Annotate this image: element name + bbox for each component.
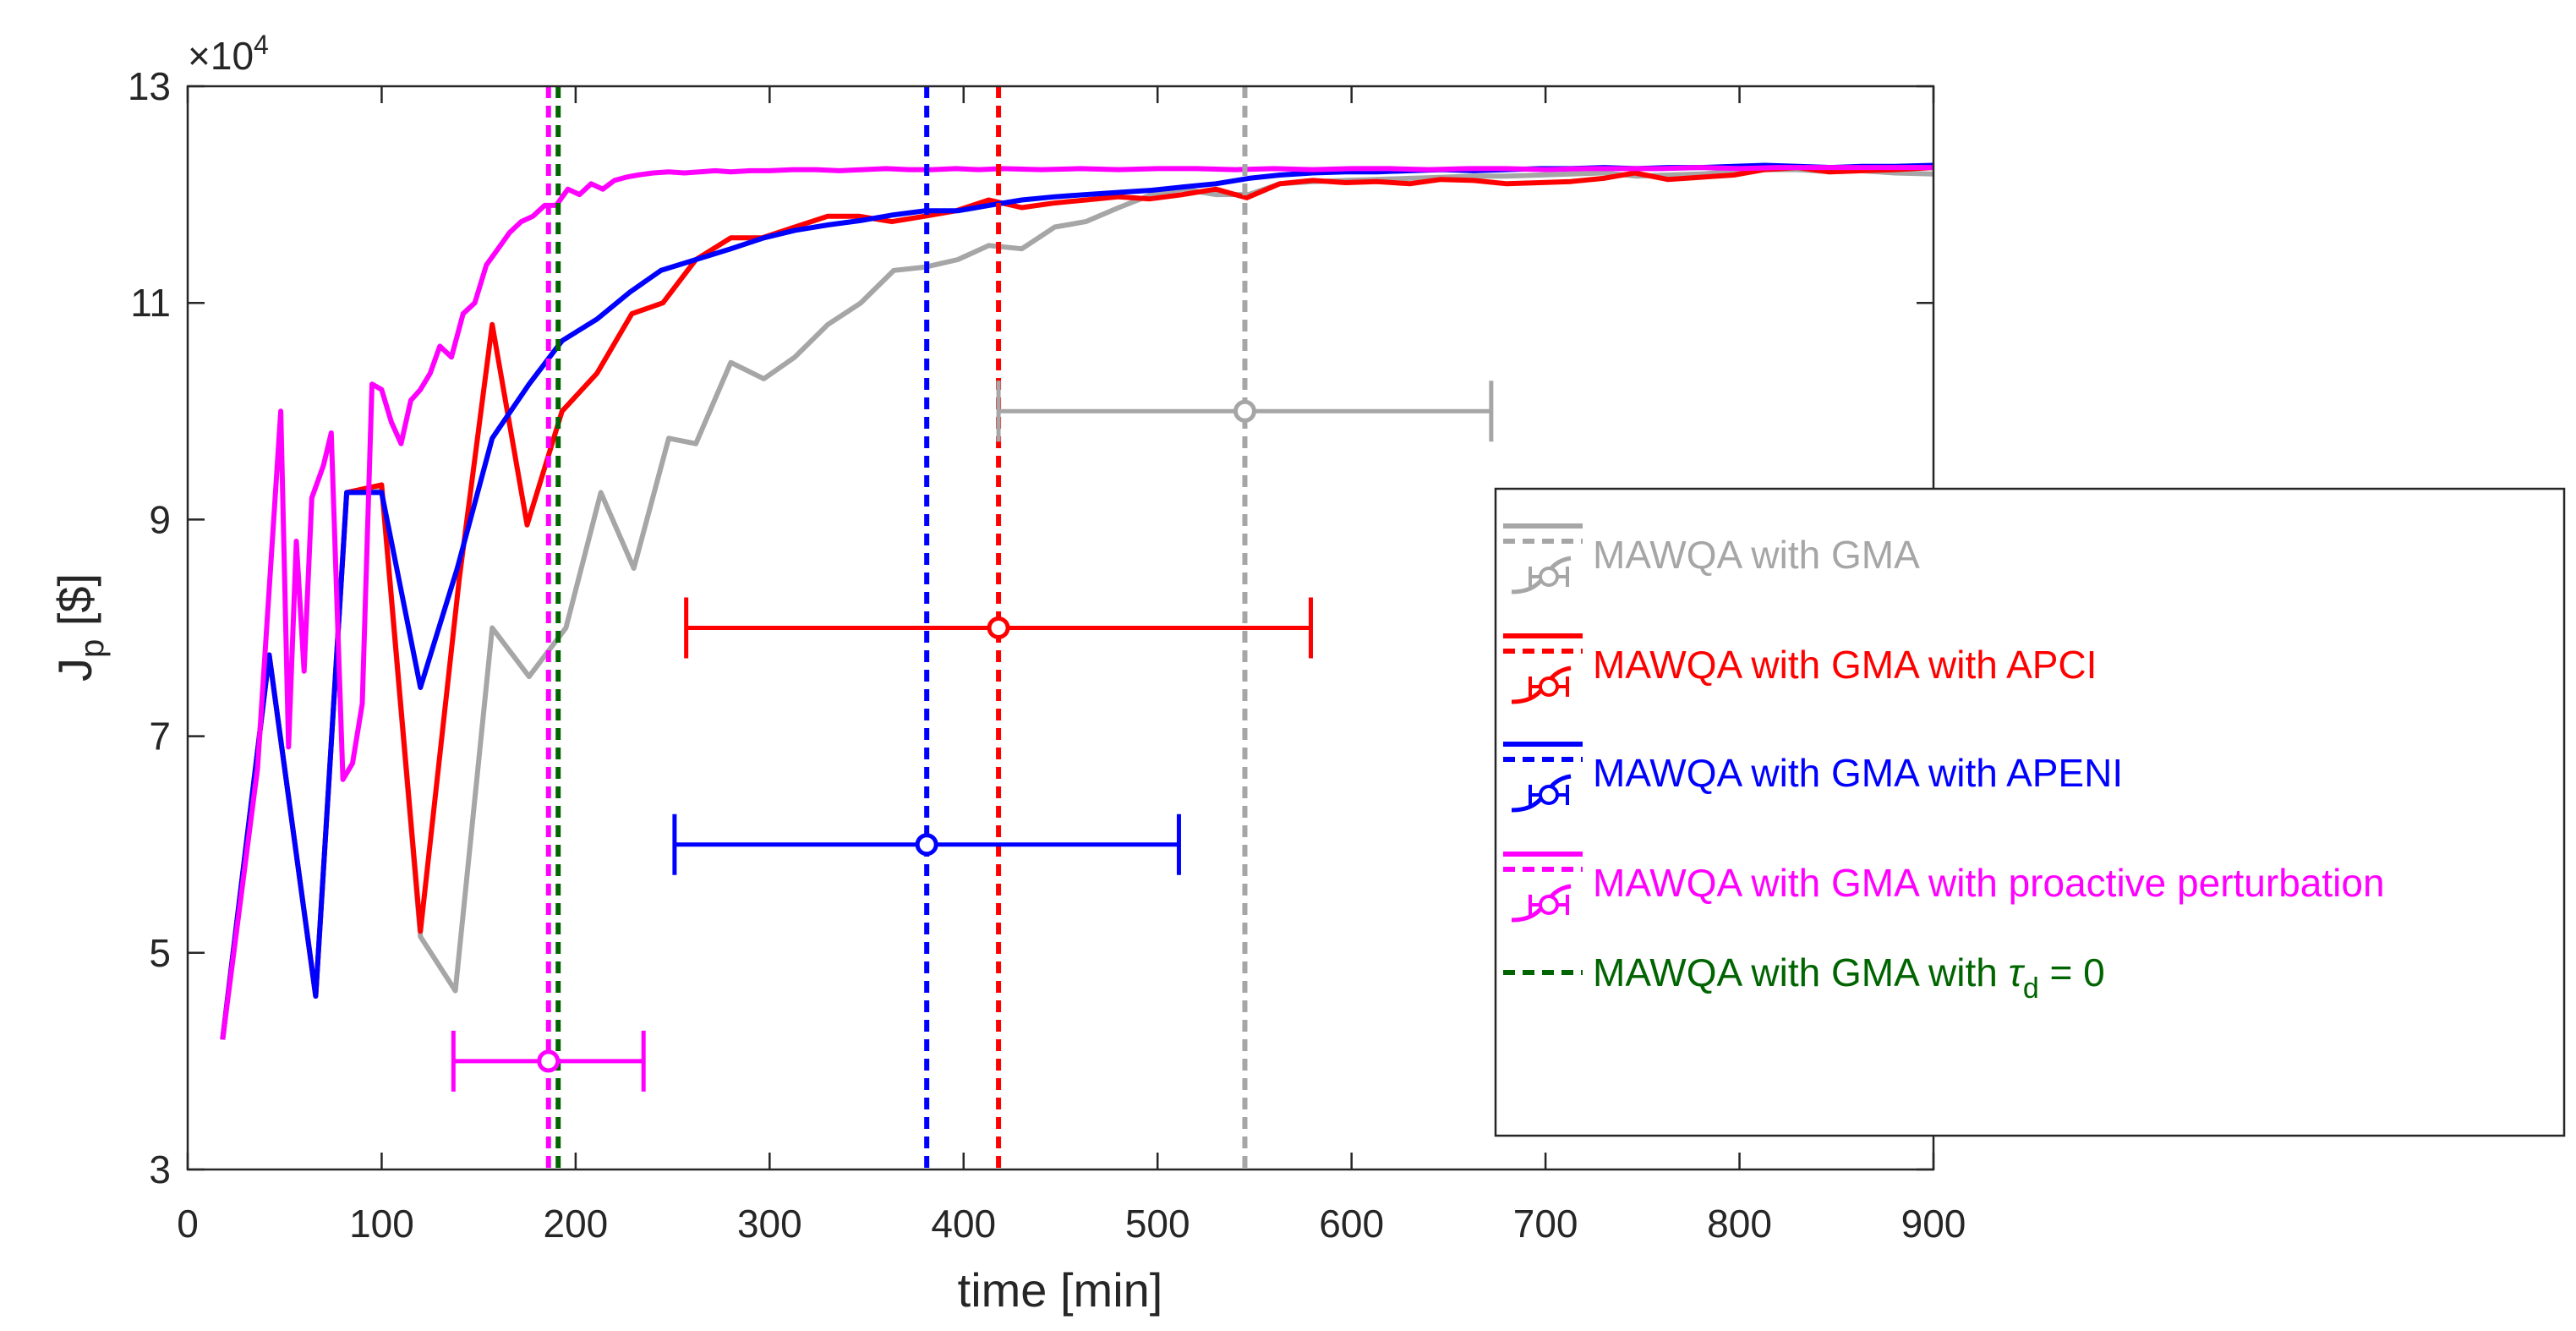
y-tick-label: 9 bbox=[149, 497, 171, 541]
errorbar-4 bbox=[451, 1030, 646, 1092]
y-tick-label: 11 bbox=[130, 281, 171, 325]
legend-entry-5: MAWQA with GMA with τd = 0 bbox=[1503, 950, 2105, 1005]
legend-entry-3: MAWQA with GMA with APENI bbox=[1503, 742, 2123, 813]
legend-label: MAWQA with GMA with APENI bbox=[1593, 751, 2123, 795]
series-line-4 bbox=[220, 165, 1933, 1040]
legend-marker-icon bbox=[1539, 676, 1559, 697]
legend-label: MAWQA with GMA bbox=[1593, 533, 1920, 577]
errorbar-1 bbox=[996, 381, 1494, 442]
legend-box bbox=[1494, 487, 2566, 1137]
x-tick-label: 200 bbox=[544, 1202, 609, 1246]
y-exponent-label: ×104 bbox=[188, 30, 269, 78]
legend-marker-icon bbox=[1539, 567, 1559, 587]
x-tick-label: 900 bbox=[1901, 1202, 1966, 1246]
legend-label: MAWQA with GMA with APCI bbox=[1593, 643, 2097, 687]
errorbar-mean-marker bbox=[987, 616, 1010, 639]
y-axis-label-unit: [$] bbox=[48, 573, 101, 639]
y-axis-label-main: J bbox=[48, 658, 101, 682]
y-tick-labels: 3 5 7 9 11 13 bbox=[128, 64, 171, 1191]
legend-entry-4: MAWQA with GMA with proactive perturbati… bbox=[1503, 852, 2385, 923]
legend-marker-icon bbox=[1539, 785, 1559, 805]
x-tick-label: 700 bbox=[1513, 1202, 1578, 1246]
y-axis-label: Jp [$] bbox=[48, 573, 111, 682]
legend-label: MAWQA with GMA with proactive perturbati… bbox=[1593, 861, 2385, 905]
legend-label: MAWQA with GMA with τd = 0 bbox=[1593, 950, 2105, 1005]
errorbar-mean-marker bbox=[537, 1049, 561, 1073]
x-tick-label: 0 bbox=[177, 1202, 199, 1246]
series-line-2 bbox=[220, 165, 1933, 1040]
y-tick-label: 3 bbox=[149, 1148, 171, 1191]
legend: MAWQA with GMA MAWQA with GMA with APCI MA… bbox=[1494, 487, 2566, 1137]
errorbar-layer bbox=[451, 381, 1494, 1092]
x-tick-label: 300 bbox=[737, 1202, 802, 1246]
y-exponent-base: ×10 bbox=[188, 34, 254, 78]
y-axis-label-sub: p bbox=[74, 639, 111, 658]
errorbar-mean-marker bbox=[915, 833, 938, 857]
y-tick-label: 7 bbox=[149, 715, 171, 759]
x-tick-label: 500 bbox=[1125, 1202, 1190, 1246]
x-tick-labels: 0 100 200 300 400 500 600 700 800 900 bbox=[177, 1202, 1966, 1246]
legend-entry-2: MAWQA with GMA with APCI bbox=[1503, 633, 2097, 704]
errorbar-mean-marker bbox=[1233, 399, 1256, 423]
y-tick-label: 5 bbox=[149, 931, 171, 975]
y-tick-label: 13 bbox=[128, 64, 171, 108]
x-tick-label: 400 bbox=[931, 1202, 996, 1246]
x-tick-label: 100 bbox=[349, 1202, 414, 1246]
x-axis-label: time [min] bbox=[958, 1263, 1163, 1317]
y-exponent-power: 4 bbox=[254, 30, 269, 60]
errorbar-3 bbox=[672, 813, 1181, 875]
vertical-markers-layer bbox=[545, 86, 1248, 1169]
x-tick-label: 800 bbox=[1707, 1202, 1772, 1246]
errorbar-2 bbox=[684, 597, 1313, 659]
x-tick-label: 600 bbox=[1319, 1202, 1384, 1246]
legend-marker-icon bbox=[1539, 895, 1559, 915]
legend-entry-1: MAWQA with GMA bbox=[1503, 523, 1920, 594]
